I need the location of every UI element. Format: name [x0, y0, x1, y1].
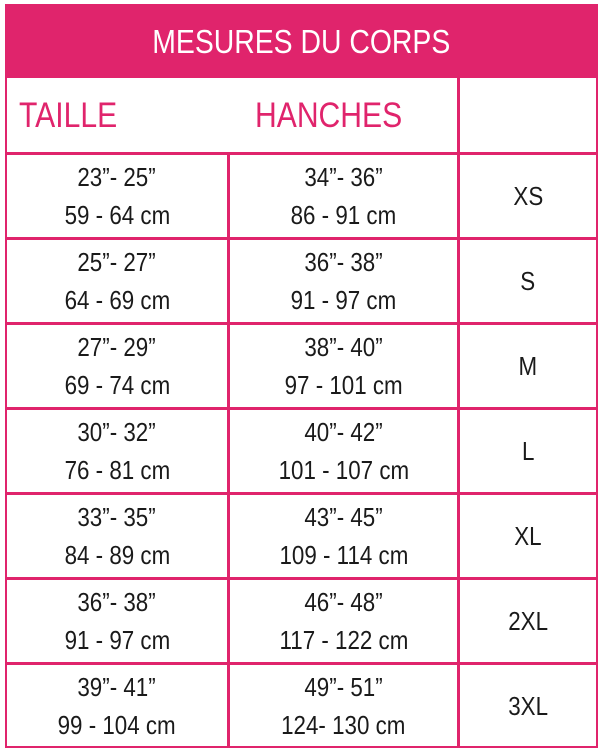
- size: L: [521, 436, 535, 466]
- taille-cm: 91 - 97 cm: [64, 625, 170, 656]
- size-cell: L: [460, 413, 596, 490]
- hanches-cell: 46”- 48” 117 - 122 cm: [230, 583, 457, 660]
- size: 3XL: [508, 691, 548, 721]
- row-divider: [7, 577, 596, 580]
- taille-in: 27”- 29”: [77, 331, 157, 362]
- hanches-cm: 97 - 101 cm: [284, 370, 403, 401]
- hanches-cell: 36”- 38” 91 - 97 cm: [230, 243, 457, 320]
- hanches-cm: 109 - 114 cm: [279, 540, 408, 571]
- taille-in: 23”- 25”: [77, 161, 157, 192]
- hanches-cm: 101 - 107 cm: [278, 455, 409, 486]
- size-cell: M: [460, 328, 596, 405]
- hanches-in: 36”- 38”: [304, 246, 383, 277]
- hanches-in: 49”- 51”: [304, 671, 383, 702]
- hanches-in: 34”- 36”: [304, 161, 383, 192]
- size-chart: MESURES DU CORPS TAILLE HANCHES 23”- 25”…: [5, 4, 598, 748]
- size-cell: XS: [460, 158, 596, 235]
- taille-in: 33”- 35”: [77, 501, 157, 532]
- size-cell: 3XL: [460, 668, 596, 745]
- taille-cell: 27”- 29” 69 - 74 cm: [7, 328, 227, 405]
- hanches-cm: 124- 130 cm: [281, 710, 406, 741]
- hanches-in: 43”- 45”: [304, 501, 383, 532]
- taille-in: 30”- 32”: [77, 416, 157, 447]
- taille-cell: 36”- 38” 91 - 97 cm: [7, 583, 227, 660]
- row-divider: [7, 322, 596, 325]
- size-cell: 2XL: [460, 583, 596, 660]
- hanches-cm: 91 - 97 cm: [290, 285, 397, 316]
- taille-cm: 59 - 64 cm: [64, 200, 170, 231]
- size: M: [518, 351, 538, 381]
- header-hanches: HANCHES: [255, 96, 403, 135]
- taille-cm: 64 - 69 cm: [64, 285, 170, 316]
- hanches-in: 38”- 40”: [304, 331, 383, 362]
- taille-cell: 25”- 27” 64 - 69 cm: [7, 243, 227, 320]
- size: XS: [513, 181, 543, 211]
- hanches-cell: 34”- 36” 86 - 91 cm: [230, 158, 457, 235]
- row-divider: [7, 152, 596, 155]
- size: 2XL: [508, 606, 548, 636]
- size-cell: S: [460, 243, 596, 320]
- hanches-cell: 38”- 40” 97 - 101 cm: [230, 328, 457, 405]
- taille-in: 39”- 41”: [77, 671, 157, 702]
- hanches-cell: 43”- 45” 109 - 114 cm: [230, 498, 457, 575]
- row-divider: [7, 492, 596, 495]
- taille-cell: 23”- 25” 59 - 64 cm: [7, 158, 227, 235]
- row-divider: [7, 237, 596, 240]
- size-cell: XL: [460, 498, 596, 575]
- chart-title: MESURES DU CORPS: [152, 23, 451, 60]
- taille-in: 36”- 38”: [77, 586, 157, 617]
- chart-title-band: MESURES DU CORPS: [7, 6, 596, 78]
- hanches-in: 40”- 42”: [304, 416, 383, 447]
- hanches-cell: 49”- 51” 124- 130 cm: [230, 668, 457, 745]
- column-divider: [457, 78, 460, 746]
- taille-cell: 33”- 35” 84 - 89 cm: [7, 498, 227, 575]
- row-divider: [7, 662, 596, 665]
- taille-cm: 69 - 74 cm: [64, 370, 170, 401]
- taille-in: 25”- 27”: [77, 246, 157, 277]
- taille-cell: 30”- 32” 76 - 81 cm: [7, 413, 227, 490]
- hanches-in: 46”- 48”: [304, 586, 383, 617]
- taille-cm: 84 - 89 cm: [64, 540, 170, 571]
- size: XL: [514, 521, 542, 551]
- row-divider: [7, 407, 596, 410]
- hanches-cm: 117 - 122 cm: [279, 625, 408, 656]
- hanches-cell: 40”- 42” 101 - 107 cm: [230, 413, 457, 490]
- header-taille: TAILLE: [19, 96, 118, 135]
- size: S: [520, 266, 536, 296]
- taille-cell: 39”- 41” 99 - 104 cm: [7, 668, 227, 745]
- column-divider: [227, 154, 230, 746]
- hanches-cm: 86 - 91 cm: [290, 200, 397, 231]
- taille-cm: 99 - 104 cm: [57, 710, 177, 741]
- taille-cm: 76 - 81 cm: [64, 455, 170, 486]
